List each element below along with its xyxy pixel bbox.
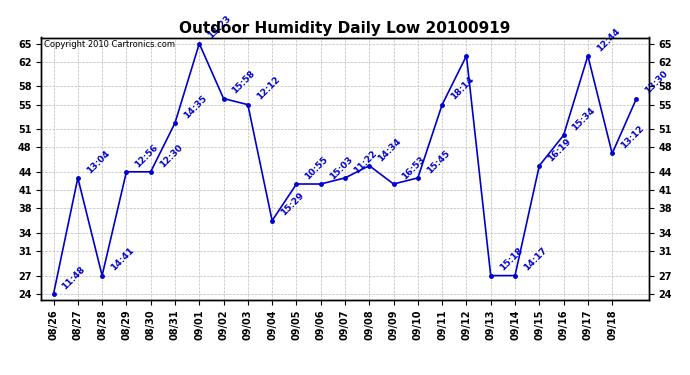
Text: 14:41: 14:41 — [109, 246, 136, 273]
Text: 13:30: 13:30 — [643, 69, 670, 96]
Text: 15:29: 15:29 — [279, 191, 306, 218]
Text: 12:44: 12:44 — [595, 26, 622, 53]
Text: 14:17: 14:17 — [522, 246, 549, 273]
Text: 11:22: 11:22 — [352, 148, 379, 175]
Text: 15:03: 15:03 — [328, 155, 354, 181]
Text: 16:19: 16:19 — [546, 136, 573, 163]
Text: 16:53: 16:53 — [400, 154, 427, 181]
Text: 13:23: 13:23 — [206, 14, 233, 41]
Text: 12:56: 12:56 — [133, 142, 160, 169]
Text: 12:30: 12:30 — [157, 142, 184, 169]
Text: 15:18: 15:18 — [497, 246, 524, 273]
Text: 14:34: 14:34 — [376, 136, 403, 163]
Text: 11:48: 11:48 — [61, 264, 87, 291]
Text: 13:04: 13:04 — [85, 148, 111, 175]
Text: 13:12: 13:12 — [619, 124, 646, 151]
Text: 12:12: 12:12 — [255, 75, 282, 102]
Text: 15:45: 15:45 — [425, 148, 451, 175]
Text: Copyright 2010 Cartronics.com: Copyright 2010 Cartronics.com — [44, 40, 175, 49]
Text: 14:35: 14:35 — [182, 93, 208, 120]
Text: 15:34: 15:34 — [571, 106, 598, 132]
Text: 15:58: 15:58 — [230, 69, 257, 96]
Title: Outdoor Humidity Daily Low 20100919: Outdoor Humidity Daily Low 20100919 — [179, 21, 511, 36]
Text: 18:14: 18:14 — [449, 75, 476, 102]
Text: 10:55: 10:55 — [304, 155, 330, 181]
